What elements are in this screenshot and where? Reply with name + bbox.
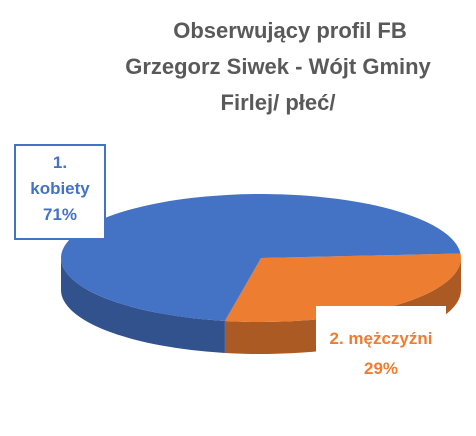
data-label: 2. mężczyźni 29% bbox=[316, 306, 446, 430]
slice-side bbox=[61, 258, 225, 353]
chart-title: Obserwujący profil FB bbox=[173, 18, 407, 43]
label-category: 2. mężczyźni bbox=[329, 329, 433, 348]
chart-title: Grzegorz Siwek - Wójt Gminy bbox=[125, 54, 431, 79]
slice bbox=[60, 194, 461, 321]
chart-title: Firlej/ płeć/ bbox=[221, 90, 336, 115]
label-category: 1. kobiety bbox=[30, 153, 90, 198]
label-value: 71% bbox=[42, 205, 78, 224]
label-value: 29% bbox=[363, 359, 399, 378]
data-label: 1. kobiety 71% bbox=[14, 144, 106, 240]
slice bbox=[224, 253, 461, 323]
